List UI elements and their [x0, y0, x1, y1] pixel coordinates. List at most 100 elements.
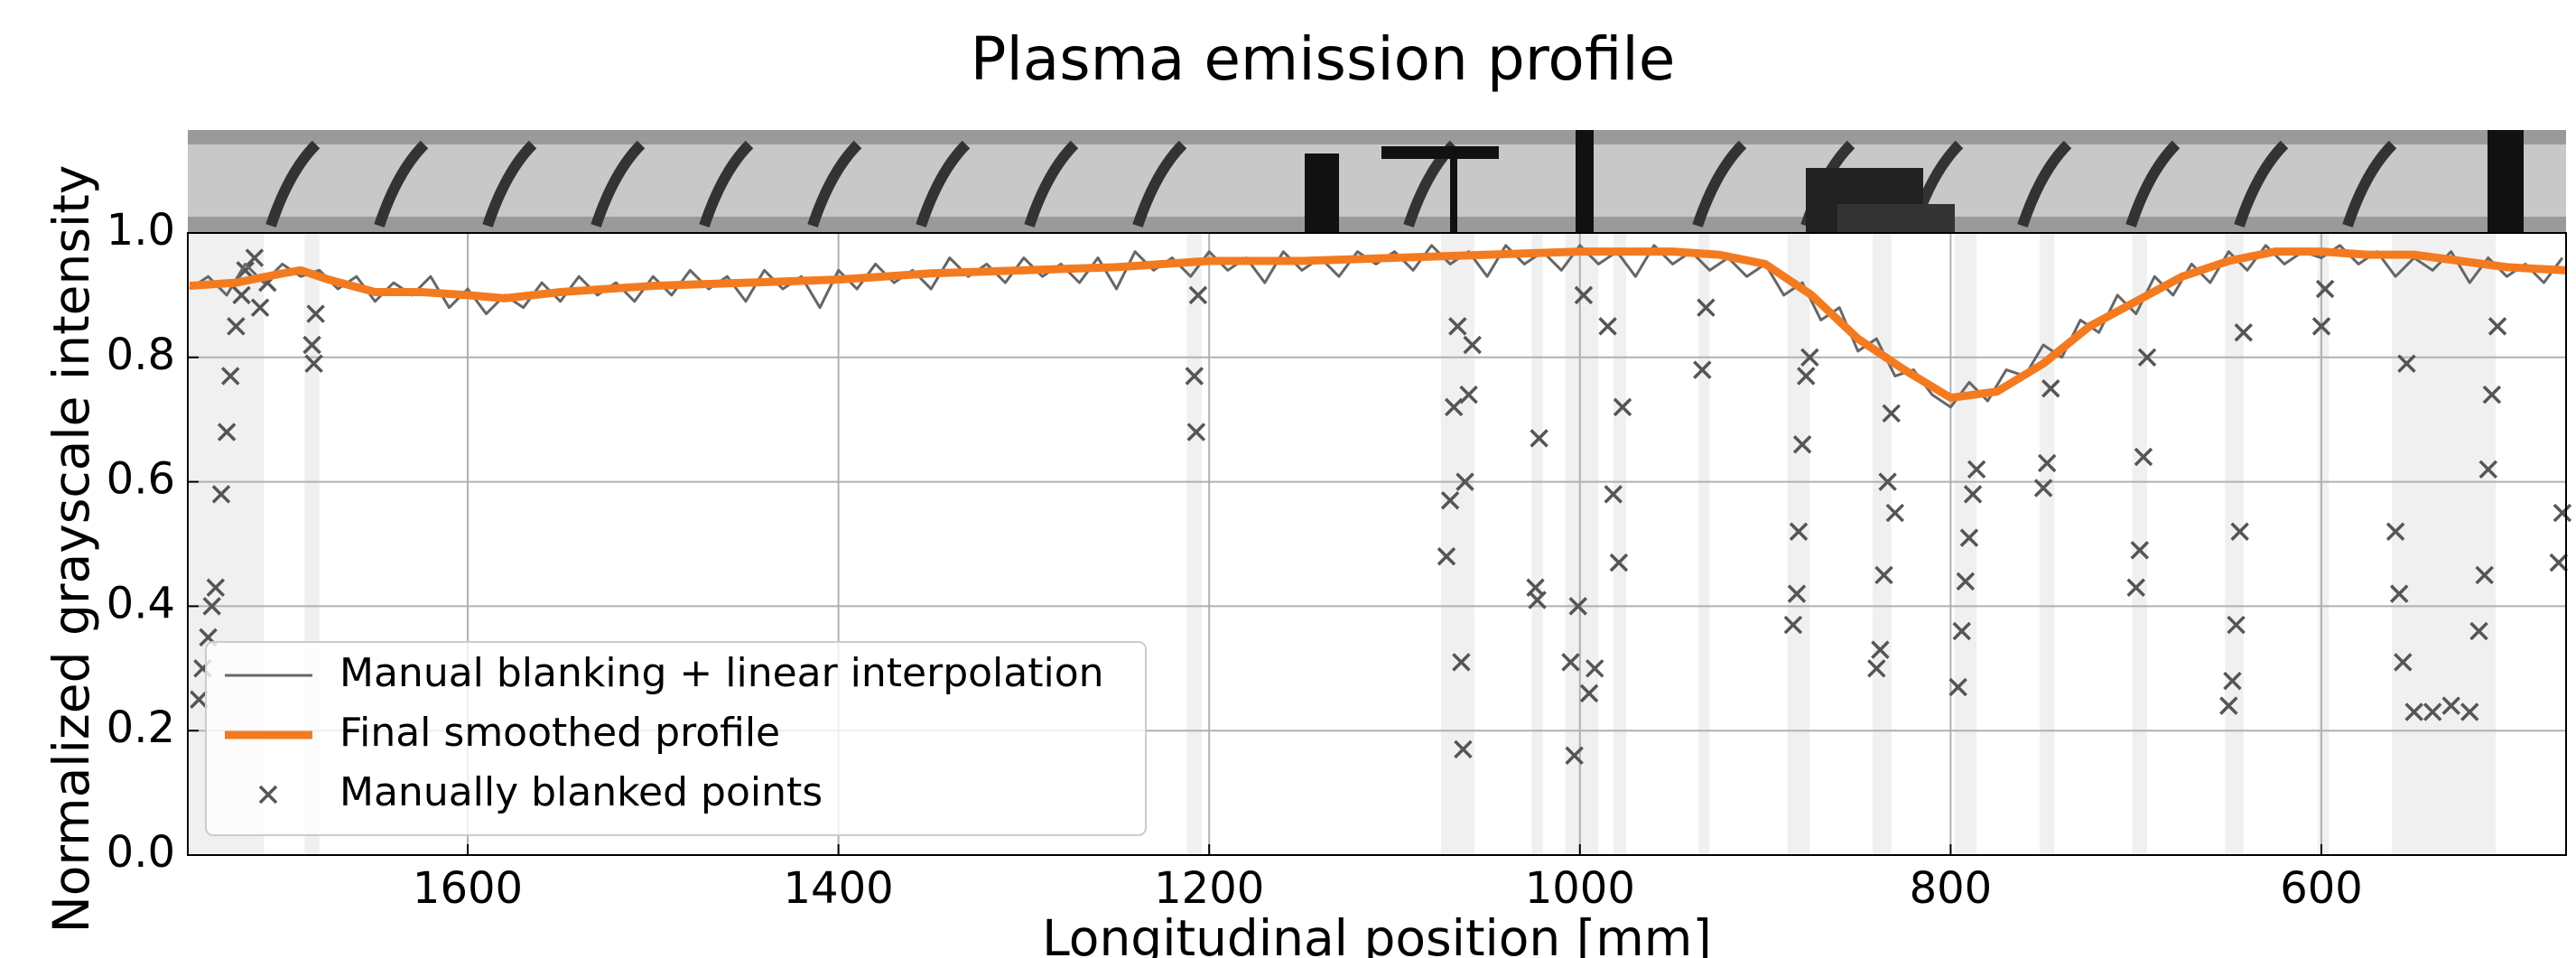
- blanked-point: [2041, 379, 2060, 398]
- blanked-point: [1459, 385, 1478, 405]
- blanked-point: [2315, 279, 2335, 299]
- blanked-point: [1448, 317, 1467, 336]
- blanked-region: [2132, 233, 2148, 855]
- blanked-point: [2311, 317, 2331, 336]
- x-tick-label: 1000: [1525, 863, 1635, 914]
- blanked-point: [1452, 653, 1471, 672]
- blanked-point: [220, 367, 240, 386]
- legend-box: [205, 641, 1147, 836]
- blanked-point: [1568, 597, 1587, 616]
- x-tick-label: 600: [2280, 863, 2363, 914]
- blanked-point: [2126, 578, 2145, 597]
- blanked-region: [2039, 233, 2055, 855]
- blanked-point: [190, 690, 209, 709]
- photo-object: [1305, 153, 1339, 233]
- blanked-point: [1561, 653, 1580, 672]
- blanked-point: [1437, 547, 1456, 566]
- x-axis-label: Longitudinal position [mm]: [1042, 909, 1712, 958]
- blanked-point: [250, 298, 270, 317]
- blanked-point: [1579, 684, 1599, 703]
- blanked-point: [2478, 460, 2498, 479]
- blanked-point: [2475, 565, 2494, 585]
- blanked-point: [1783, 615, 1803, 635]
- plot-frame: [187, 232, 2567, 856]
- blanked-region: [1440, 233, 1474, 855]
- x-tick-label: 800: [1910, 863, 1993, 914]
- blanked-point: [2394, 653, 2413, 672]
- blanked-point: [227, 317, 246, 336]
- blanked-point: [1787, 584, 1807, 603]
- blanked-point: [2385, 522, 2405, 541]
- blanked-point: [2033, 479, 2053, 498]
- photo-object: [1576, 130, 1594, 233]
- plot-area: [188, 232, 2572, 856]
- blanked-point: [302, 335, 321, 355]
- blanked-point: [1792, 435, 1812, 454]
- blanked-point: [1693, 360, 1712, 379]
- photo-object: [1837, 204, 1955, 233]
- y-tick-label: 0.6: [107, 454, 175, 505]
- blanked-point: [232, 285, 251, 305]
- blanked-point: [1963, 485, 1983, 504]
- blanked-point: [1444, 397, 1464, 417]
- blanked-point: [1565, 746, 1584, 765]
- y-tick-label: 0.0: [107, 827, 175, 878]
- blanked-point: [1878, 472, 1897, 491]
- y-tick-label: 0.2: [107, 702, 175, 753]
- blanked-point: [2037, 453, 2057, 473]
- blanked-point: [1463, 335, 1482, 355]
- blanked-point: [2230, 522, 2249, 541]
- blanked-point: [1885, 503, 1905, 523]
- blanked-point: [1530, 429, 1548, 448]
- y-tick-label: 0.8: [107, 330, 175, 380]
- blanked-point: [1186, 423, 1206, 442]
- blanked-point: [1797, 367, 1816, 386]
- blanked-region: [1954, 233, 1977, 855]
- legend-label: Manual blanking + linear interpolation: [339, 650, 1104, 696]
- chart-title: Plasma emission profile: [971, 24, 1676, 94]
- blanked-point: [217, 423, 237, 442]
- photo-object: [2488, 130, 2524, 233]
- blanked-point: [1574, 285, 1594, 305]
- blanked-point: [2460, 702, 2479, 721]
- blanked-region: [1787, 233, 1810, 855]
- blanked-point: [1609, 553, 1629, 572]
- blanked-point: [306, 304, 325, 323]
- blanked-point: [2219, 696, 2238, 715]
- blanked-point: [1697, 298, 1716, 317]
- blanked-point: [2549, 553, 2569, 572]
- blanked-point: [2134, 447, 2153, 467]
- blanked-point: [2397, 354, 2416, 373]
- blanked-point: [1874, 565, 1893, 585]
- photo-strip: [188, 130, 2566, 233]
- blanked-point: [2482, 385, 2502, 405]
- blanked-point: [1454, 739, 1473, 759]
- x-tick-label: 1400: [784, 863, 894, 914]
- blanked-point: [1956, 572, 1976, 591]
- legend-label: Final smoothed profile: [339, 710, 780, 756]
- blanked-point: [1455, 472, 1474, 491]
- blanked-region: [1613, 233, 1627, 855]
- blanked-point: [2137, 348, 2157, 367]
- blanked-region: [1531, 233, 1543, 855]
- blanked-region: [1186, 233, 1202, 855]
- blanked-region: [1698, 233, 1710, 855]
- y-tick-label: 1.0: [107, 205, 175, 256]
- blanked-point: [2234, 323, 2254, 342]
- photo-tube: [188, 144, 2566, 217]
- blanked-point: [245, 248, 265, 267]
- photo-object: [1381, 146, 1499, 159]
- blanked-point: [1604, 485, 1623, 504]
- blanked-point: [304, 354, 323, 373]
- blanked-point: [2223, 671, 2242, 691]
- blanked-point: [206, 578, 226, 597]
- blanked-point: [1185, 367, 1204, 386]
- blanked-point: [1613, 397, 1632, 417]
- blanked-point: [1585, 659, 1604, 678]
- y-tick-label: 0.4: [107, 578, 175, 628]
- blanked-point: [1800, 348, 1819, 367]
- blanked-point: [2553, 503, 2572, 523]
- blanked-point: [2441, 696, 2460, 715]
- blanked-point: [1967, 460, 1986, 479]
